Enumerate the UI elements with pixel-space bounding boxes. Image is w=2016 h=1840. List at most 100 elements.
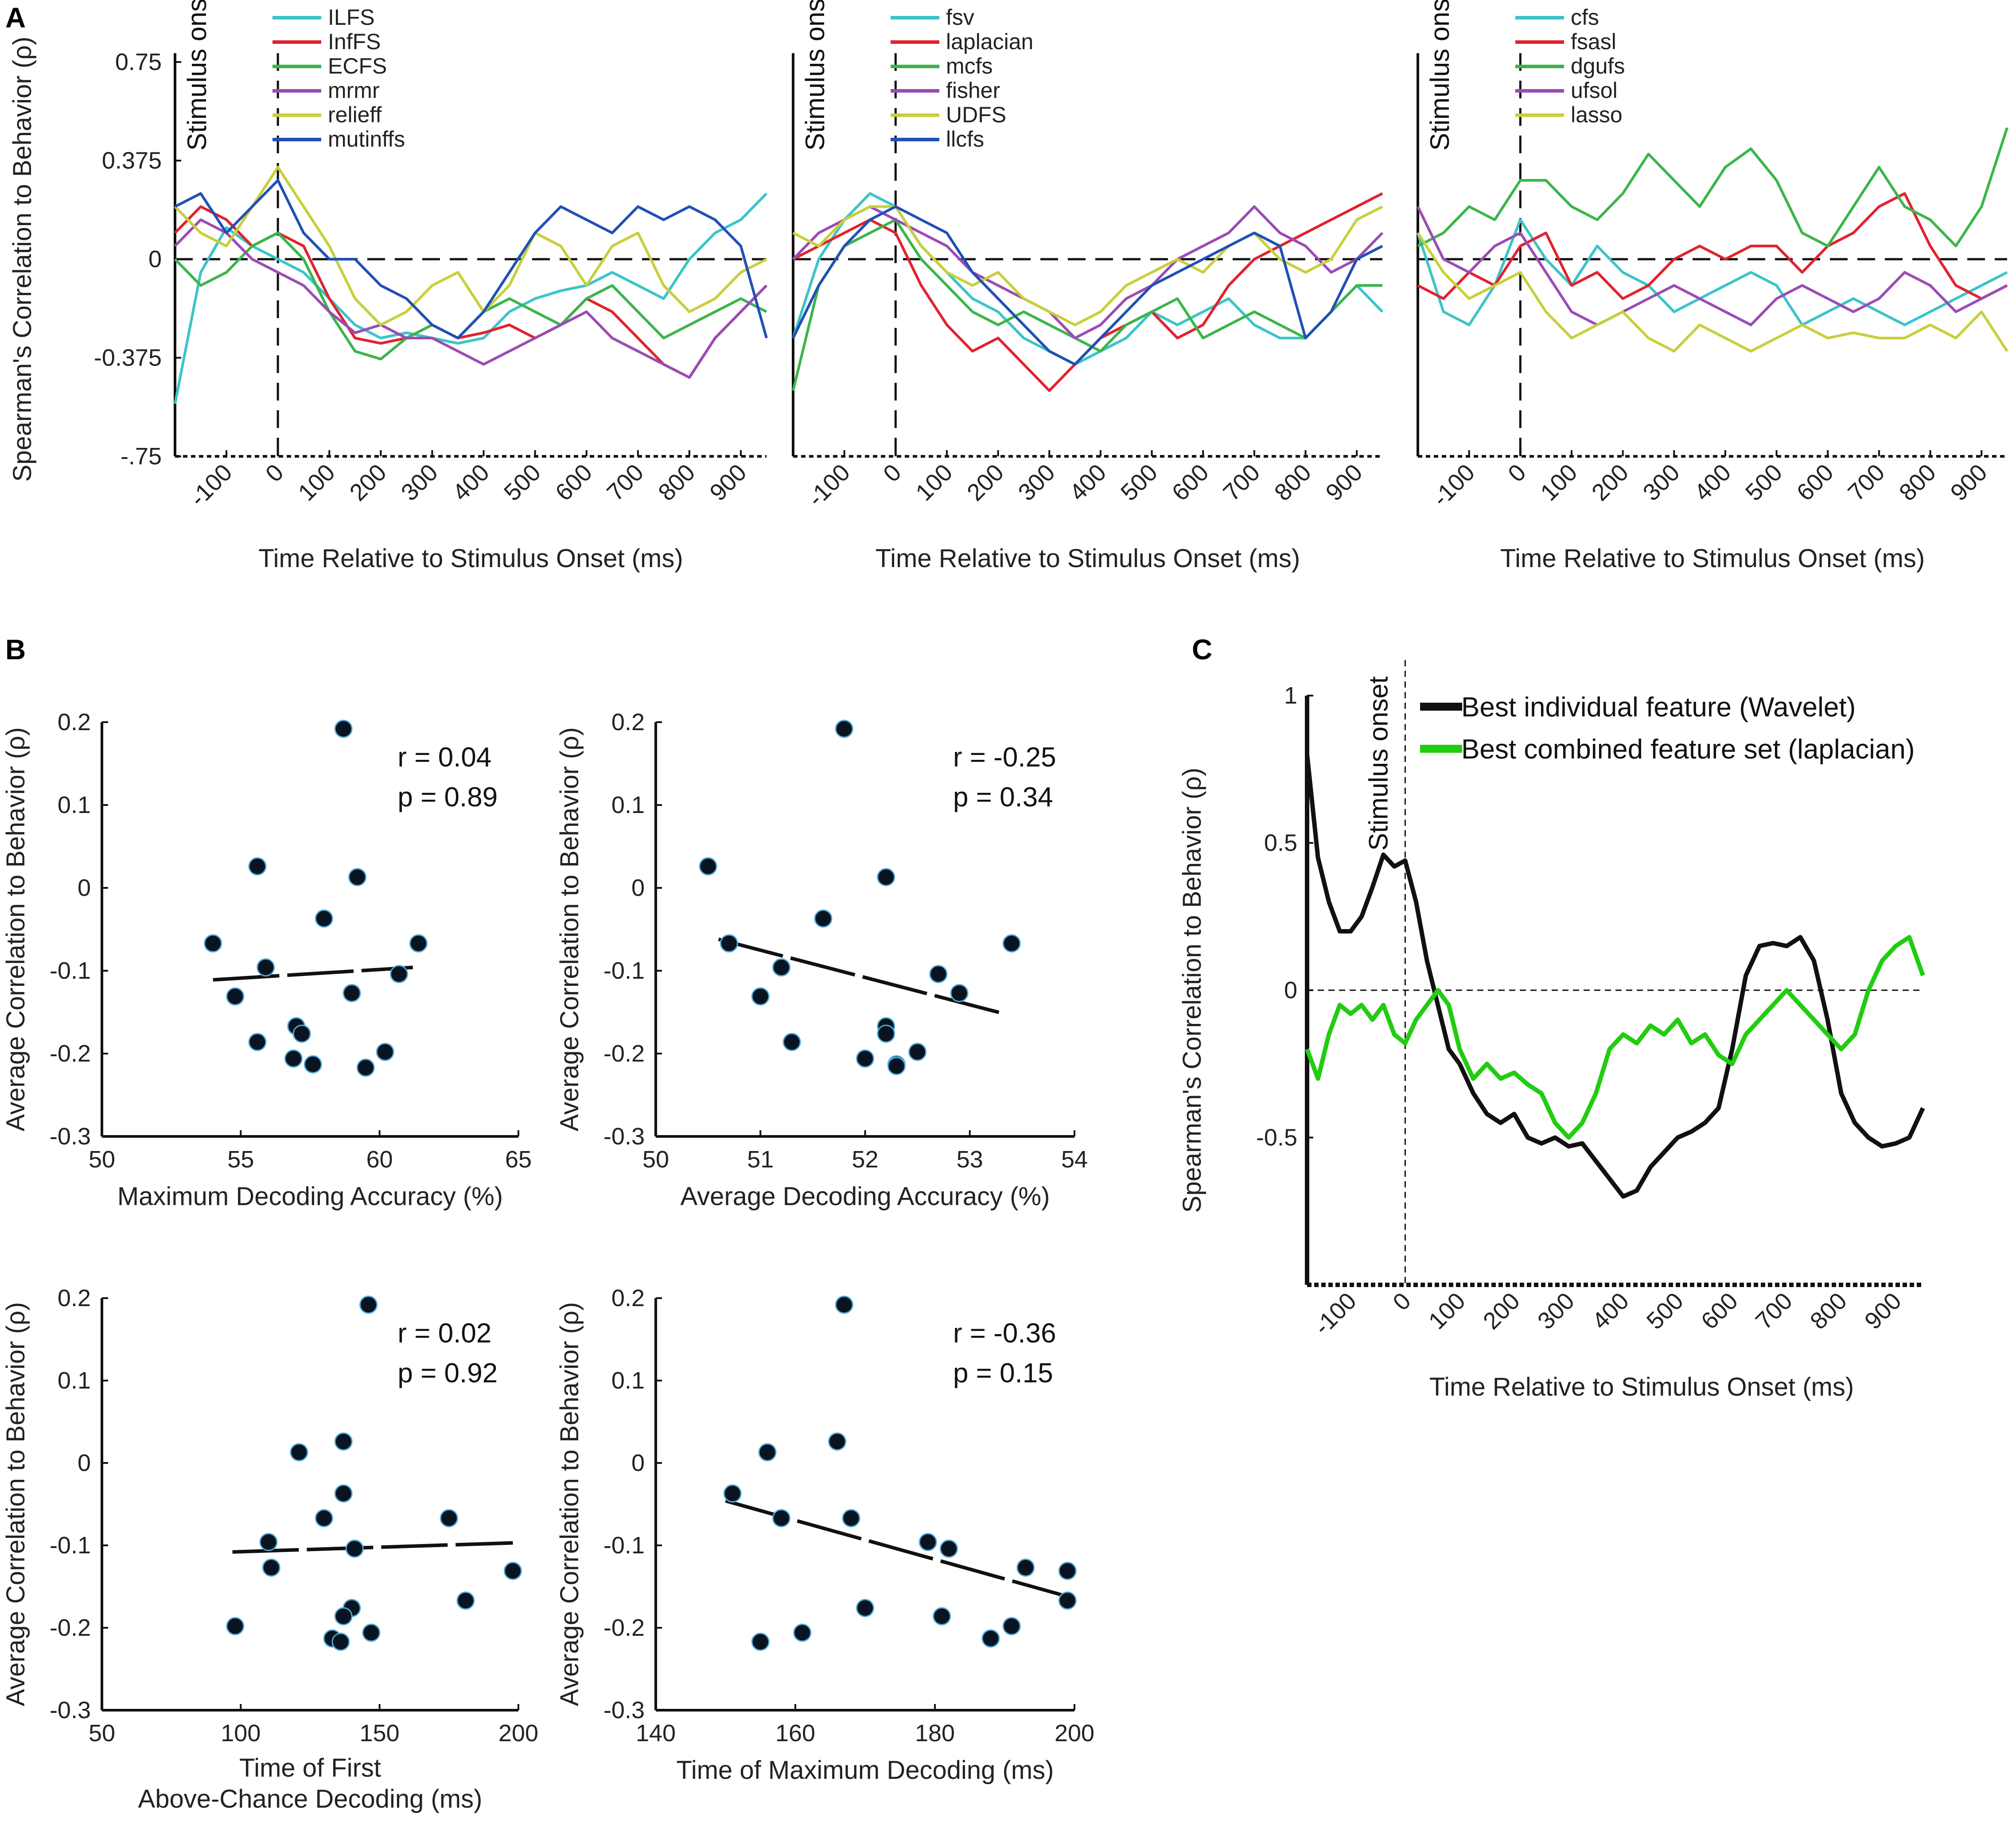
- y-tick-label: -0.2: [603, 1614, 645, 1641]
- correlation-p-text: p = 0.89: [397, 782, 498, 813]
- x-tick-label: 100: [1424, 1288, 1471, 1334]
- scatter-point: [503, 1562, 522, 1580]
- series-line-fsasl: [1417, 192, 2008, 300]
- y-tick-label: 0.2: [611, 709, 645, 735]
- y-tick-label: 0.2: [58, 1285, 91, 1311]
- panel-label-c: C: [1192, 634, 1212, 665]
- legend-label: mcfs: [946, 54, 993, 78]
- scatter-point: [342, 984, 361, 1002]
- legend-label: UDFS: [946, 102, 1006, 127]
- scatter-point: [814, 909, 833, 928]
- series-line-relieff: [174, 166, 767, 327]
- scatter-point: [376, 1043, 394, 1061]
- scatter-point: [918, 1533, 937, 1552]
- panel-b-first-decoding-scatter: 0.2 0.1 0 -0.1 -0.2 -0.350 100 150 200 Time of Fi…: [1, 1285, 538, 1813]
- scatter-point: [856, 1599, 874, 1617]
- scatter-point: [248, 857, 267, 875]
- x-tick-label: 500: [1740, 459, 1787, 506]
- y-tick-label: 0.375: [102, 148, 162, 174]
- series-line-dgufs: [1417, 127, 2008, 248]
- x-tick-label: -100: [1309, 1288, 1362, 1340]
- y-tick-label: -0.1: [603, 1532, 645, 1559]
- y-axis-label: Average Correlation to Behavior (ρ): [1, 1302, 30, 1706]
- x-tick-label: 500: [1116, 459, 1163, 506]
- y-tick-label: -0.2: [50, 1040, 91, 1067]
- x-tick-label: 0: [261, 459, 289, 487]
- x-axis-label: Time of Maximum Decoding (ms): [677, 1756, 1054, 1785]
- x-tick-label: 0: [1503, 459, 1531, 487]
- x-tick-label: 500: [499, 459, 546, 506]
- x-tick-label: 53: [957, 1146, 983, 1173]
- x-tick-label: 50: [89, 1720, 115, 1747]
- y-axis-label: Spearman's Correlation to Behavior (ρ): [1178, 768, 1206, 1213]
- x-axis-label: Time Relative to Stimulus Onset (ms): [1429, 1373, 1854, 1401]
- series-line-mrmr: [174, 218, 768, 379]
- scatter-point: [315, 1509, 333, 1528]
- y-tick-label: -0.3: [50, 1123, 91, 1150]
- x-axis-label: Maximum Decoding Accuracy (%): [117, 1182, 503, 1211]
- y-axis-label: Average Correlation to Behavior (ρ): [555, 727, 584, 1131]
- x-tick-label: 800: [653, 459, 700, 506]
- scatter-point: [284, 1049, 303, 1068]
- panel-a-right-chart: -100 0 100 200 300 400 500 600 700 800 900 Time Rel…: [1417, 0, 2008, 573]
- scatter-point: [981, 1629, 1000, 1648]
- x-tick-label: 200: [962, 459, 1009, 506]
- scatter-point: [248, 1033, 267, 1051]
- x-tick-label: 900: [1321, 459, 1368, 506]
- y-axis-label: Spearman's Correlation to Behavior (ρ): [8, 37, 37, 482]
- x-tick-label: 100: [293, 459, 340, 506]
- x-tick-label: 150: [360, 1720, 400, 1747]
- scatter-point: [331, 1633, 350, 1651]
- legend-label: laplacian: [946, 29, 1033, 54]
- scatter-point: [1016, 1558, 1035, 1577]
- scatter-point: [887, 1057, 906, 1075]
- x-tick-label: 50: [89, 1146, 115, 1173]
- x-tick-label: 60: [366, 1146, 393, 1173]
- scatter-point: [877, 868, 895, 887]
- x-tick-label: 100: [911, 459, 957, 506]
- scatter-point: [940, 1539, 958, 1558]
- scatter-point: [304, 1055, 322, 1074]
- scatter-point: [772, 958, 790, 977]
- x-tick-label: 800: [1805, 1288, 1852, 1334]
- scatter-point: [440, 1509, 458, 1528]
- x-tick-label: 700: [602, 459, 649, 506]
- legend-label: ILFS: [328, 5, 375, 30]
- x-axis-label-line: Above-Chance Decoding (ms): [138, 1785, 483, 1813]
- series-line-1: [1305, 935, 1925, 1140]
- stimulus-onset-annotation: Stimulus onset: [182, 0, 212, 151]
- x-tick-label: 500: [1642, 1288, 1689, 1334]
- correlation-r-text: r = 0.04: [397, 742, 491, 773]
- x-tick-label: 100: [221, 1720, 261, 1747]
- y-tick-label: -0.3: [603, 1123, 645, 1150]
- scatter-point: [334, 1484, 353, 1503]
- series-line-lasso: [1417, 232, 2008, 353]
- legend-label: relieff: [328, 102, 381, 127]
- scatter-point: [409, 934, 428, 953]
- x-axis-label: Time Relative to Stimulus Onset (ms): [1500, 544, 1925, 573]
- scatter-point: [204, 934, 222, 953]
- x-tick-label: 200: [345, 459, 392, 506]
- y-tick-label: 0.75: [115, 49, 162, 75]
- legend-label: fsv: [946, 5, 974, 30]
- y-tick-label: 0: [631, 1450, 645, 1476]
- x-tick-label: 900: [1946, 459, 1993, 506]
- x-tick-label: 200: [1587, 459, 1634, 506]
- x-tick-label: 200: [498, 1720, 538, 1747]
- scatter-point: [723, 1484, 742, 1503]
- series-line-0: [1305, 754, 1925, 1199]
- y-axis-label: Average Correlation to Behavior (ρ): [555, 1302, 584, 1706]
- x-tick-label: 600: [1167, 459, 1214, 506]
- scatter-point: [345, 1539, 364, 1558]
- x-tick-label: 600: [1792, 459, 1839, 506]
- x-axis-label: Time Relative to Stimulus Onset (ms): [258, 544, 683, 573]
- x-tick-label: 160: [775, 1720, 815, 1747]
- y-tick-label: -0.5: [1256, 1124, 1297, 1151]
- x-tick-label: 300: [1013, 459, 1060, 506]
- x-tick-label: 55: [227, 1146, 254, 1173]
- y-tick-label: 0.5: [1264, 830, 1297, 856]
- y-tick-label: -0.3: [603, 1697, 645, 1723]
- scatter-point: [334, 1607, 353, 1626]
